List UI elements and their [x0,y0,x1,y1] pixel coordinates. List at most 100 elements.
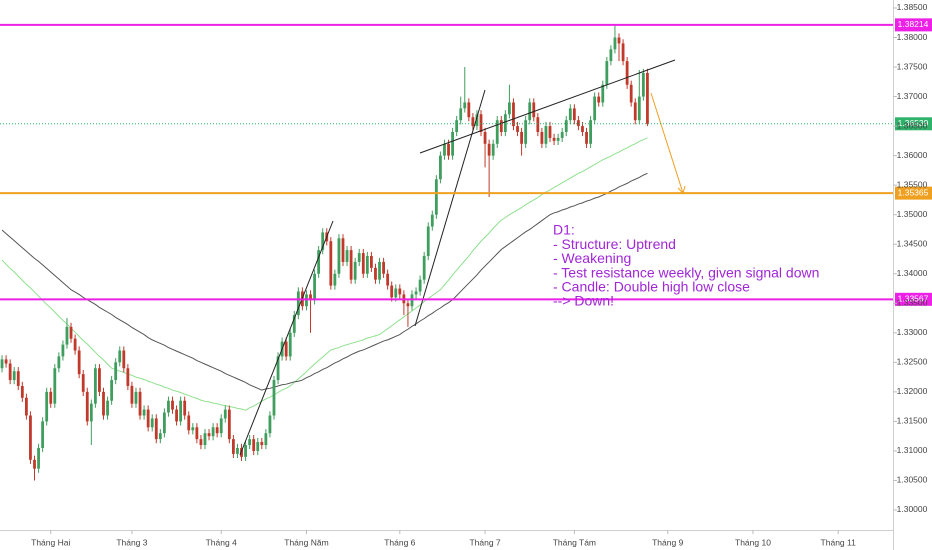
annotation-line: D1: [553,222,575,238]
candle-body [106,400,109,416]
candle-body [593,96,597,121]
candle-body [93,368,97,404]
candle-body [317,250,321,274]
candle-body [589,120,592,144]
candle-body [540,132,544,144]
y-tick-label: 1.30500 [897,475,928,485]
candle-body [406,303,410,307]
last-price-label: 1.36539 [898,118,929,128]
candle-body [12,371,16,381]
candle-body [508,102,511,115]
candle-layer [0,25,649,481]
candle-body [564,120,568,132]
candle-body [426,226,430,257]
candle-body [479,114,483,132]
trend-line [414,89,486,327]
y-tick-label: 1.34500 [897,238,928,248]
candle-body [378,261,381,280]
candle-body [118,350,122,363]
candle-body [329,241,333,286]
candle-body [171,400,174,410]
candle-body [288,332,292,357]
candle-body [130,385,134,404]
candle-body [475,114,479,127]
y-tick-label: 1.35500 [897,179,928,189]
candle-body [439,155,442,180]
candle-body [309,294,312,301]
candle-body [20,385,24,398]
x-tick-label: Tháng Tám [553,537,596,547]
candle-body [24,397,28,416]
x-tick-label: Tháng 11 [821,537,857,547]
x-tick-label: Tháng Năm [284,537,328,547]
candle-body [357,253,361,262]
candle-body [65,326,69,345]
candle-body [167,400,170,413]
candle-body [122,350,126,369]
candle-body [499,120,503,132]
annotation-line: - Candle: Double high low close [553,279,750,295]
x-tick-label: Tháng 6 [384,537,415,547]
candle-body [227,409,231,440]
x-tick-label: Tháng Hai [31,537,70,547]
level-layer: 1.38214 1.35365 1.33567 1.36539 [0,18,932,306]
candle-body [548,126,552,138]
candle-body [528,102,532,121]
candle-body [199,439,203,446]
candle-body [252,439,256,451]
last-price-box [895,117,932,131]
candle-body [568,108,572,121]
candle-body [430,214,434,227]
moving-average [1,137,648,411]
annotation-line: - Weakening [553,250,631,266]
candle-body [463,102,467,109]
candle-body [585,132,588,144]
candle-body [211,427,215,437]
candle-body [581,126,584,132]
candle-body [605,61,609,85]
y-tick-label: 1.33500 [897,298,928,308]
candle-body [451,132,454,156]
x-tick-label: Tháng 3 [116,537,147,547]
candle-body [633,102,637,121]
candle-body [443,143,446,156]
candle-body [207,433,211,437]
trend-lines [239,59,676,456]
y-tick-label: 1.38000 [897,32,928,42]
candle-body [16,371,20,386]
candle-body [321,232,325,251]
candle-body [313,273,316,301]
candle-body [629,84,633,103]
candle-body [179,400,183,422]
candle-body [386,273,390,286]
y-tick-label: 1.34000 [897,268,928,278]
candle-body [292,315,296,333]
candle-body [370,256,373,268]
indicator-layer [1,137,648,411]
candle-body [69,326,73,339]
candle-body [349,250,353,280]
candle-body [390,285,394,298]
candle-body [146,409,150,428]
candle-body [455,120,459,132]
candle-body [154,418,158,440]
candle-body [382,261,385,274]
level-label-box [895,18,932,32]
candle-body [276,356,280,381]
candle-body [41,421,45,448]
level-label: 1.35365 [898,187,929,197]
candle-body [483,132,487,144]
y-tick-label: 1.38500 [897,2,928,12]
candle-body [560,132,564,138]
candle-body [4,359,8,364]
candle-body [248,439,252,446]
level-label: 1.38214 [898,19,929,29]
annotation-layer: D1:- Structure: Uptrend- Weakening- Test… [553,222,819,309]
candle-body [0,359,4,369]
candle-body [110,380,114,401]
candle-body [268,415,272,434]
x-tick-label: Tháng 10 [735,537,771,547]
candle-body [625,61,629,85]
candle-body [264,433,268,446]
